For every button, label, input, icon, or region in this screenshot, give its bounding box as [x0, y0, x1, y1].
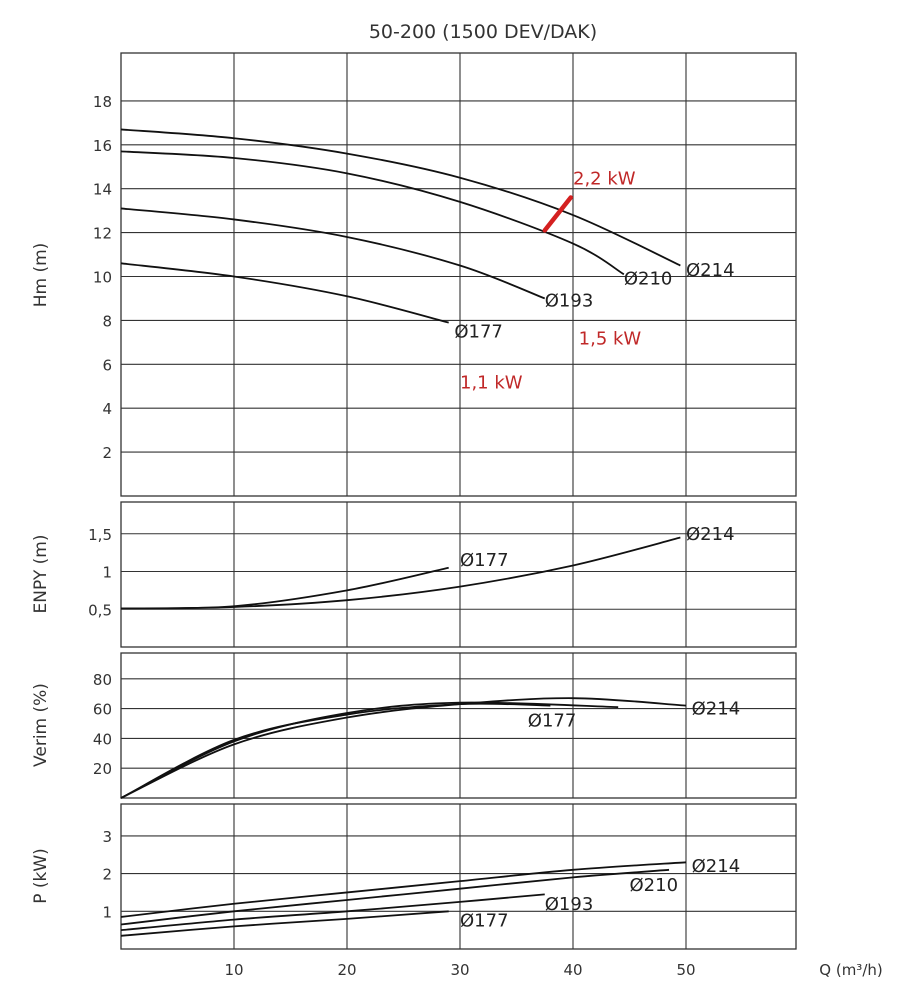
- head-y-tick-label: 18: [93, 93, 112, 111]
- head-curve-d193: [120, 207, 546, 300]
- efficiency-panel: 20 40 60 80 Verim (%) Ø214 Ø177: [31, 652, 797, 799]
- motor-power-annotation: 1,5 kW: [579, 329, 642, 350]
- x-tick-label: 30: [450, 961, 469, 979]
- head-y-tick-label: 4: [102, 400, 112, 418]
- head-curve-d177: [120, 262, 449, 324]
- chart-title: 50-200 (1500 DEV/DAK): [369, 21, 597, 43]
- head-series-label: Ø177: [454, 321, 503, 342]
- npsh-series-label: Ø214: [686, 524, 735, 545]
- power-series-label: Ø193: [545, 894, 594, 915]
- power-series-label: Ø214: [692, 856, 741, 877]
- efficiency-frame: [120, 652, 797, 799]
- npsh-y-tick-label: 0,5: [88, 601, 112, 619]
- head-curve-d214: [120, 128, 681, 267]
- npsh-curve-d214: [120, 536, 681, 610]
- head-series-label: Ø214: [686, 260, 735, 281]
- x-tick-label: 20: [337, 961, 356, 979]
- power-panel: 1 2 3 P (kW) Ø214 Ø210 Ø193 Ø177: [31, 803, 797, 950]
- efficiency-curve-d177: [120, 702, 551, 799]
- npsh-frame: [120, 501, 797, 648]
- npsh-y-tick-label: 1: [102, 564, 112, 582]
- npsh-y-tick-label: 1,5: [88, 526, 112, 544]
- npsh-series-label: Ø177: [460, 550, 509, 571]
- head-y-tick-label: 2: [102, 444, 112, 462]
- motor-power-annotation: 1,1 kW: [460, 372, 523, 393]
- npsh-curve-d177: [120, 566, 449, 610]
- head-series-label: Ø210: [624, 269, 673, 290]
- efficiency-curve-unlabeled: [120, 701, 619, 799]
- x-tick-label: 40: [563, 961, 582, 979]
- power-y-axis-label: P (kW): [31, 848, 51, 904]
- head-y-tick-label: 16: [93, 137, 112, 155]
- efficiency-y-tick-label: 40: [93, 730, 112, 748]
- efficiency-y-tick-label: 20: [93, 760, 112, 778]
- efficiency-curve-d214: [120, 697, 687, 799]
- power-marker-line: [542, 195, 573, 233]
- power-curve-d210: [120, 868, 670, 926]
- power-y-tick-label: 2: [102, 866, 112, 884]
- power-curve-d177: [120, 910, 449, 937]
- power-y-tick-label: 1: [102, 903, 112, 921]
- head-frame: [120, 52, 797, 497]
- power-curve-d193: [120, 893, 545, 932]
- power-frame: [120, 803, 797, 950]
- efficiency-y-axis-label: Verim (%): [31, 683, 51, 767]
- head-panel: 2 4 6 8 10 12 14 16 18 Hm (m) Ø214 Ø210 Ø193 Ø177 2,2 …: [31, 52, 797, 497]
- power-curve-d214: [120, 861, 687, 918]
- npsh-panel: 0,5 1 1,5 ENPY (m) Ø214 Ø177: [31, 501, 797, 648]
- npsh-y-axis-label: ENPY (m): [31, 535, 51, 614]
- head-y-tick-label: 12: [93, 225, 112, 243]
- head-series-label: Ø193: [545, 291, 594, 312]
- efficiency-series-label: Ø214: [692, 699, 741, 720]
- power-y-tick-label: 3: [102, 828, 112, 846]
- head-y-tick-label: 10: [93, 269, 112, 287]
- power-series-label: Ø210: [630, 875, 679, 896]
- x-axis-label: Q (m³/h): [819, 961, 882, 979]
- head-curve-d210: [120, 150, 625, 276]
- efficiency-y-tick-label: 80: [93, 671, 112, 689]
- head-y-axis-label: Hm (m): [31, 243, 51, 308]
- head-y-tick-label: 8: [102, 312, 112, 330]
- x-tick-label: 10: [224, 961, 243, 979]
- motor-power-annotation: 2,2 kW: [573, 168, 636, 189]
- efficiency-y-tick-label: 60: [93, 701, 112, 719]
- head-y-tick-label: 14: [93, 181, 112, 199]
- x-tick-label: 50: [676, 961, 695, 979]
- head-y-tick-label: 6: [102, 356, 112, 374]
- power-series-label: Ø177: [460, 911, 509, 932]
- efficiency-series-label: Ø177: [528, 711, 577, 732]
